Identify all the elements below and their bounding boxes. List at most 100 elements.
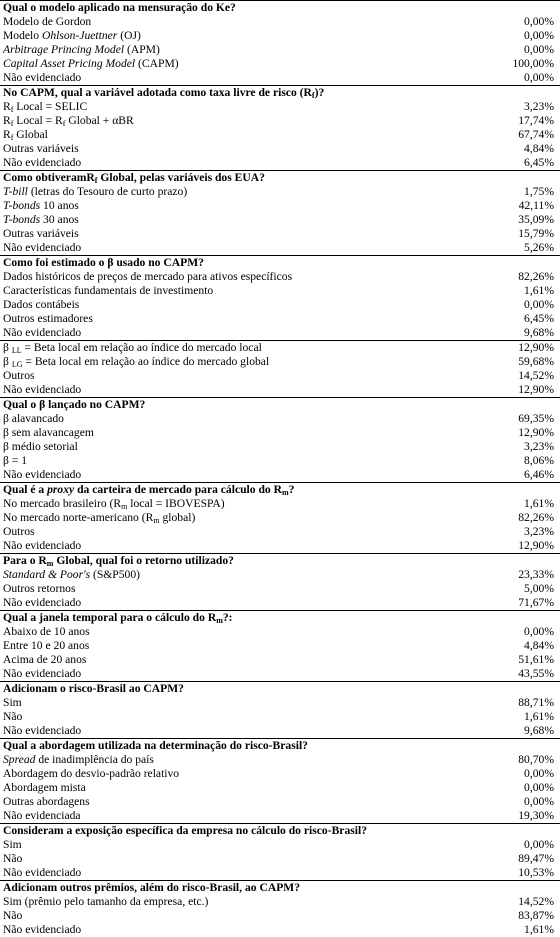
row: Não evidenciado 43,55%	[0, 667, 560, 681]
row: Rf Local = Rf Global + αBR 17,74%	[0, 114, 560, 128]
text: f	[10, 105, 14, 114]
row-value: 83,87%	[518, 909, 554, 922]
row-value: 4,84%	[524, 639, 554, 652]
text: Local = R	[13, 114, 63, 127]
section: Qual o β lançado no CAPM? β alavancado 69,…	[0, 397, 560, 482]
title-text: Qual o modelo aplicado na mensuração do …	[3, 1, 236, 15]
text: Sim (prêmio pelo tamanho da empresa, etc…	[3, 895, 209, 908]
title-text: Consideram a exposição específica da emp…	[3, 824, 367, 838]
row-value: 0,00%	[524, 795, 554, 808]
text: Global, qual foi o retorno utilizado?	[53, 554, 234, 567]
row-value: 0,00%	[524, 767, 554, 780]
row: Não 1,61%	[0, 710, 560, 724]
row-label: Outros estimadores	[3, 312, 93, 326]
text: Outros	[3, 369, 35, 382]
row-label: Outras variáveis	[3, 142, 79, 156]
text: Como obtiveramR	[3, 171, 95, 184]
row: Não evidenciado 12,90%	[0, 539, 560, 553]
text: No CAPM, qual a variável adotada como ta…	[3, 86, 312, 99]
row-value: 89,47%	[518, 852, 554, 865]
section: Consideram a exposição específica da emp…	[0, 823, 560, 880]
text: R	[3, 114, 11, 127]
row: Abordagem mista 0,00%	[0, 781, 560, 795]
title-text: Como obtiveramRf Global, pelas variáveis…	[3, 171, 265, 185]
row-value: 71,67%	[518, 596, 554, 609]
text: m	[121, 502, 128, 511]
row-value: 0,00%	[524, 838, 554, 851]
row: Outros 14,52%	[0, 369, 560, 383]
text: T-bill	[3, 185, 28, 198]
section: Qual o modelo aplicado na mensuração do …	[0, 0, 560, 85]
row-value: 4,84%	[524, 142, 554, 155]
row-value: 14,52%	[518, 895, 554, 908]
row: β LL = Beta local em relação ao índice d…	[0, 341, 560, 355]
row-group: Spread de inadimplência do país 80,70% Abo…	[0, 753, 560, 823]
row: Não evidenciado 6,46%	[0, 468, 560, 482]
text: Dados históricos de preços de mercado pa…	[3, 270, 293, 283]
section: No CAPM, qual a variável adotada como ta…	[0, 85, 560, 170]
text: β	[3, 341, 12, 354]
section: Qual a janela temporal para o cálculo do…	[0, 610, 560, 681]
row-label: Acima de 20 anos	[3, 653, 86, 667]
row-value: 12,90%	[518, 426, 554, 439]
text: f	[311, 91, 315, 100]
text: Qual é a	[3, 483, 48, 496]
row-group: Standard & Poor's (S&P500) 23,33% Outros r…	[0, 568, 560, 610]
text: Outras abordagens	[3, 795, 90, 808]
text: T-bonds	[3, 199, 41, 212]
title-text: Como foi estimado o β usado no CAPM?	[3, 256, 204, 270]
row-value: 15,79%	[518, 227, 554, 240]
section-title: Qual o modelo aplicado na mensuração do …	[0, 1, 560, 15]
row-label: β = 1	[3, 454, 27, 468]
text: Não evidenciado	[3, 596, 82, 609]
row: Modelo Ohlson-Juettner (OJ) 0,00%	[0, 29, 560, 43]
row-group: No mercado brasileiro (Rm local = IBOVES…	[0, 497, 560, 553]
text: Global + αBR	[65, 114, 134, 127]
section-title: Adicionam outros prêmios, além do risco-…	[0, 881, 560, 895]
row: Não 83,87%	[0, 909, 560, 923]
text: Adicionam outros prêmios, além do risco-…	[3, 881, 301, 894]
row-label: Sim	[3, 838, 22, 852]
row-value: 0,00%	[524, 298, 554, 311]
text: Outros estimadores	[3, 312, 93, 325]
row-value: 0,00%	[524, 43, 554, 56]
text: Outros retornos	[3, 582, 76, 595]
title-text: Para o Rm Global, qual foi o retorno uti…	[3, 554, 234, 568]
row-label: Rf Local = Rf Global + αBR	[3, 114, 134, 128]
row: Entre 10 e 20 anos 4,84%	[0, 639, 560, 653]
row-value: 12,90%	[518, 539, 554, 552]
row-label: Outros	[3, 525, 35, 539]
row-label: No mercado brasileiro (Rm local = IBOVES…	[3, 497, 225, 511]
text: (APM)	[124, 43, 160, 56]
row-group: Sim (prêmio pelo tamanho da empresa, etc…	[0, 895, 560, 937]
section: Adicionam outros prêmios, além do risco-…	[0, 880, 560, 937]
row-label: Modelo de Gordon	[3, 15, 91, 29]
row-label: β LL = Beta local em relação ao índice d…	[3, 341, 262, 355]
row: Não evidenciado 0,00%	[0, 71, 560, 85]
row-value: 1,61%	[524, 923, 554, 936]
row-group: Rf Local = SELIC 3,23% Rf Local = Rf Globa…	[0, 100, 560, 170]
row: Rf Global 67,74%	[0, 128, 560, 142]
row-label: β LG = Beta local em relação ao índice d…	[3, 355, 269, 369]
text: Global, pelas variáveis dos EUA?	[97, 171, 265, 184]
section: Qual a abordagem utilizada na determinaç…	[0, 738, 560, 823]
row-group: T-bill (letras do Tesouro de curto prazo…	[0, 185, 560, 255]
row: Outros estimadores 6,45%	[0, 312, 560, 326]
row: Outras abordagens 0,00%	[0, 795, 560, 809]
text: da carteira de mercado para cálculo do R	[74, 483, 282, 496]
row-label: No mercado norte-americano (Rm global)	[3, 511, 195, 525]
row: Standard & Poor's (S&P500) 23,33%	[0, 568, 560, 582]
text: Não evidenciado	[3, 241, 82, 254]
row-group: β LL = Beta local em relação ao índice d…	[0, 340, 560, 397]
text: β	[3, 355, 12, 368]
row-label: Não	[3, 909, 22, 923]
text: Outras variáveis	[3, 227, 79, 240]
row-label: Outras abordagens	[3, 795, 90, 809]
row-group: Abaixo de 10 anos 0,00% Entre 10 e 20 anos…	[0, 625, 560, 681]
text: β = 1	[3, 454, 28, 467]
row-value: 35,09%	[518, 213, 554, 226]
text: T-bonds	[3, 213, 41, 226]
text: Modelo de Gordon	[3, 15, 92, 28]
text: Qual a abordagem utilizada na determinaç…	[3, 739, 308, 752]
